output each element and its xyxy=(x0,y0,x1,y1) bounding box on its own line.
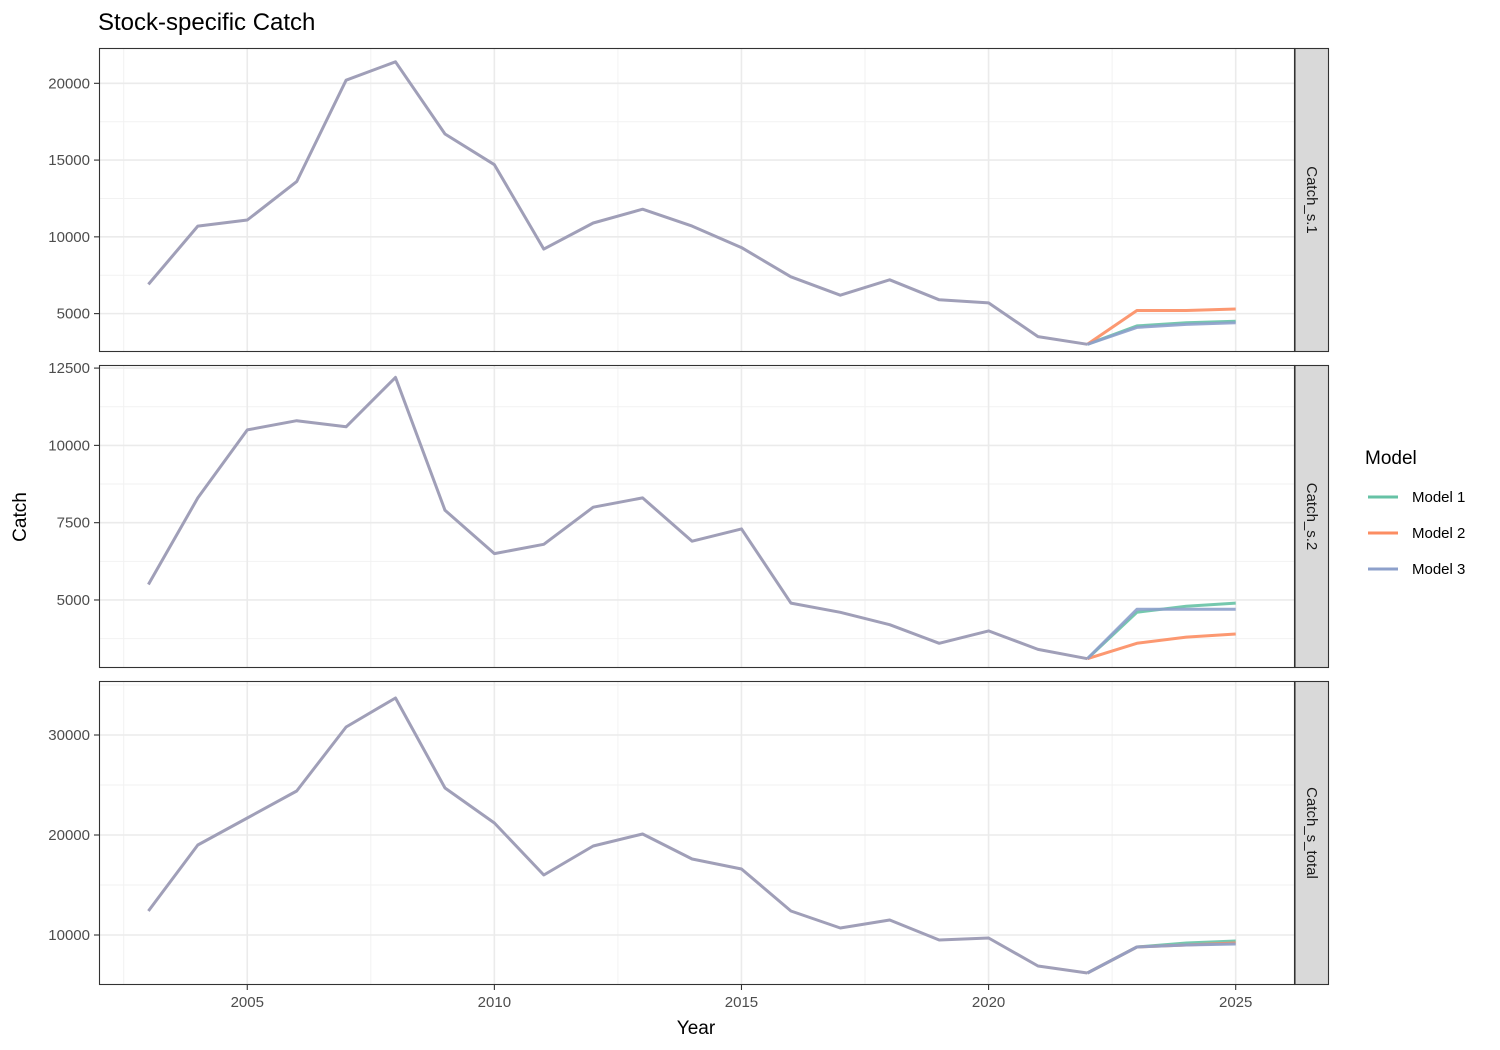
series-line-model-2 xyxy=(1086,307,1236,346)
y-tick-label: 15000 xyxy=(48,152,90,169)
x-tick-label: 2025 xyxy=(1219,994,1252,1011)
facet-strip-label: Catch_s.1 xyxy=(1303,166,1320,234)
panel-3: 10000 20000 30000 Catch_s_total xyxy=(48,680,1330,986)
gridlines xyxy=(99,681,1295,985)
x-tick-label: 2020 xyxy=(972,994,1005,1011)
y-tick-label: 5000 xyxy=(57,306,90,323)
y-tick-label: 20000 xyxy=(48,75,90,92)
legend-label-model-3: Model 3 xyxy=(1412,561,1465,578)
facet-strip: Catch_s.1 xyxy=(1294,47,1330,353)
panel-background xyxy=(99,365,1295,668)
facet-strip-background xyxy=(1294,680,1330,986)
series-line-model-3 xyxy=(1086,607,1236,660)
facet-strip-label: Catch_s.2 xyxy=(1303,483,1320,551)
series-lines xyxy=(147,60,1236,346)
legend-label-model-1: Model 1 xyxy=(1412,489,1465,506)
y-tick-label: 12500 xyxy=(48,360,90,377)
series-line-history xyxy=(147,60,1088,346)
facet-strip: Catch_s.2 xyxy=(1294,364,1330,669)
facet-strip: Catch_s_total xyxy=(1294,680,1330,986)
panel-2: 5000 7500 10000 12500 Catch_s.2 xyxy=(48,360,1330,669)
facet-strip-background xyxy=(1294,364,1330,669)
x-tick-label: 2010 xyxy=(478,994,511,1011)
panels: 5000 10000 15000 20000 Catch_s.1 5000 7500 1000… xyxy=(48,47,1330,986)
gridlines xyxy=(99,48,1295,352)
legend-title: Model xyxy=(1365,448,1417,469)
panel-1: 5000 10000 15000 20000 Catch_s.1 xyxy=(48,47,1330,353)
series-line-model-3 xyxy=(1086,942,1236,975)
y-axis: 5000 7500 10000 12500 xyxy=(48,360,99,609)
legend: Model Model 1 Model 2 Model 3 xyxy=(1365,448,1465,578)
series-line-history xyxy=(147,696,1088,975)
y-axis: 5000 10000 15000 20000 xyxy=(48,75,99,323)
y-tick-label: 20000 xyxy=(48,827,90,844)
y-tick-label: 7500 xyxy=(57,515,90,532)
y-tick-label: 5000 xyxy=(57,592,90,609)
y-axis-title: Catch xyxy=(10,492,31,542)
facet-strip-background xyxy=(1294,47,1330,353)
panel-background xyxy=(99,48,1295,352)
x-tick-label: 2015 xyxy=(725,994,758,1011)
gridlines xyxy=(99,365,1295,668)
panel-background xyxy=(99,681,1295,985)
y-tick-label: 10000 xyxy=(48,229,90,246)
y-tick-label: 10000 xyxy=(48,927,90,944)
legend-label-model-2: Model 2 xyxy=(1412,525,1465,542)
y-tick-label: 30000 xyxy=(48,727,90,744)
y-tick-label: 10000 xyxy=(48,437,90,454)
series-line-model-2 xyxy=(1086,632,1236,661)
y-axis: 10000 20000 30000 xyxy=(48,727,99,944)
x-axis: 2005 2010 2015 2020 2025 xyxy=(231,985,1252,1011)
series-line-model-3 xyxy=(1086,321,1236,346)
x-axis-title: Year xyxy=(677,1018,716,1039)
x-tick-label: 2005 xyxy=(231,994,264,1011)
facet-strip-label: Catch_s_total xyxy=(1303,787,1320,879)
series-line-history xyxy=(147,375,1088,661)
series-lines xyxy=(147,696,1236,975)
series-lines xyxy=(147,375,1236,661)
chart-title: Stock-specific Catch xyxy=(98,9,315,36)
